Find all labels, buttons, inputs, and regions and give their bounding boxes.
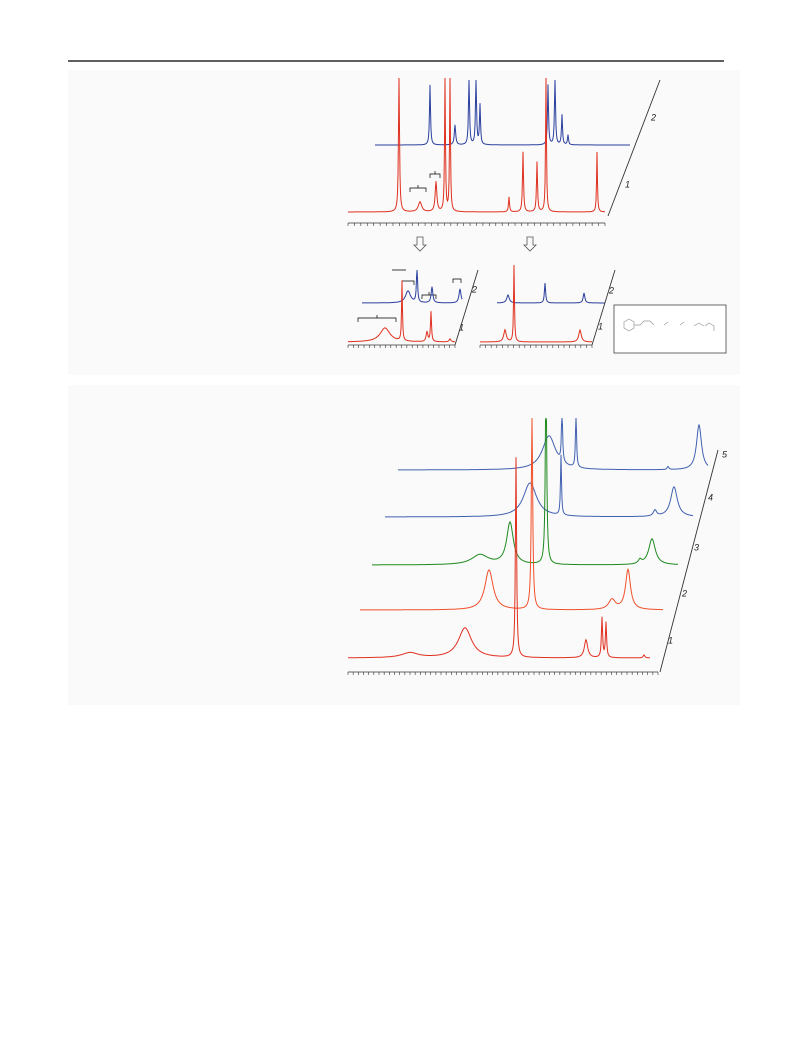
spectrum-trace xyxy=(375,79,630,146)
stack-axis xyxy=(607,79,661,217)
spectrum-trace xyxy=(398,417,709,471)
spectrum-trace xyxy=(348,280,455,343)
spectrum-trace xyxy=(480,264,592,343)
stack-axis xyxy=(659,449,719,673)
spectrum-trace xyxy=(385,454,693,518)
spectrum-trace xyxy=(362,269,463,304)
arrows xyxy=(413,236,537,252)
spectrum-trace xyxy=(372,417,678,566)
trace-label: 1 xyxy=(625,179,630,189)
spectrum-trace xyxy=(360,417,663,611)
trace-label: 3 xyxy=(694,542,699,552)
trace-label: 1 xyxy=(459,322,464,332)
brackets xyxy=(357,171,462,322)
stack-axis xyxy=(591,269,616,346)
stack-axis xyxy=(454,269,479,346)
trace-label: 1 xyxy=(598,321,603,331)
trace-label: 2 xyxy=(608,285,614,295)
spectrum-trace xyxy=(348,77,605,213)
trace-label: 1 xyxy=(668,635,673,645)
structure xyxy=(623,318,715,332)
trace-label: 5 xyxy=(722,449,728,459)
trace-label: 2 xyxy=(471,284,477,294)
trace-label: 2 xyxy=(650,112,656,122)
structure-box xyxy=(613,304,727,354)
figure2-panel xyxy=(68,385,740,705)
trace-label: 4 xyxy=(708,492,713,502)
trace-label: 2 xyxy=(681,588,687,598)
spectrum-trace xyxy=(348,457,650,659)
